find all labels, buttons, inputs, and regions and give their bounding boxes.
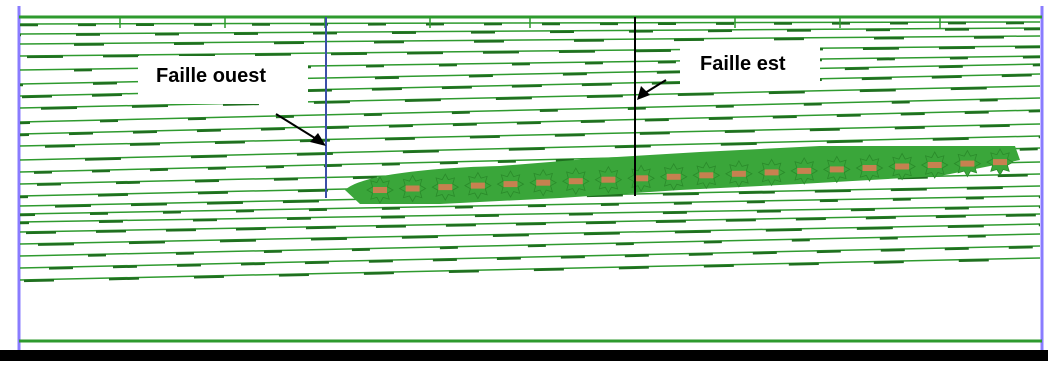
reservoir-cell-core bbox=[829, 166, 844, 173]
west-fault-label: Faille ouest bbox=[138, 56, 308, 104]
reservoir-cell-core bbox=[927, 162, 942, 168]
horizon-line bbox=[19, 257, 1041, 281]
reservoir-cell-core bbox=[470, 182, 485, 189]
west-fault-label-text: Faille ouest bbox=[156, 65, 267, 87]
reservoir-cell-core bbox=[666, 173, 681, 180]
horizon-line-dash bbox=[19, 27, 1041, 37]
reservoir-cell-core bbox=[536, 179, 551, 186]
reservoir-cell-core bbox=[764, 169, 779, 176]
arrow-west-fault bbox=[275, 113, 326, 146]
reservoir-cell-core bbox=[797, 167, 812, 174]
horizon-line-dash bbox=[19, 135, 1041, 163]
reservoir-body bbox=[345, 146, 1020, 204]
reservoir-cell-core bbox=[405, 185, 420, 192]
horizon-line-dash bbox=[19, 233, 1041, 259]
east-fault-label-text: Faille est bbox=[700, 53, 786, 75]
horizon-line bbox=[19, 123, 1041, 147]
horizon-line-dash bbox=[19, 45, 1041, 59]
east-fault-label: Faille est bbox=[680, 44, 820, 90]
horizon-line-dash bbox=[19, 35, 1041, 47]
reservoir-cell-core bbox=[568, 178, 583, 185]
horizon-line-dash bbox=[19, 109, 1041, 137]
reservoir-cell-core bbox=[373, 187, 387, 193]
reservoir-cell-core bbox=[895, 163, 910, 170]
arrow-east-fault bbox=[637, 79, 667, 100]
horizon-line-dash bbox=[19, 97, 1041, 125]
horizon-line-dash bbox=[19, 205, 1041, 225]
frame-bottom-bar bbox=[0, 350, 1048, 361]
reservoir-cell-core bbox=[960, 160, 975, 167]
reservoir-cell-core bbox=[699, 172, 714, 179]
horizon-line-dash bbox=[19, 195, 1041, 217]
horizon-line-dash bbox=[19, 223, 1041, 247]
horizon-line-dash bbox=[19, 245, 1041, 271]
reservoir-cell-core bbox=[993, 159, 1007, 166]
horizon-line-dash bbox=[19, 85, 1041, 111]
reservoir-cell-core bbox=[503, 181, 518, 188]
reservoir-cell-core bbox=[731, 170, 746, 177]
horizon-line-dash bbox=[19, 213, 1041, 235]
reservoir-cell-core bbox=[862, 165, 877, 171]
reservoir-cell-core bbox=[438, 184, 453, 191]
reservoir-cell-core bbox=[601, 176, 616, 183]
reservoir-cell-core bbox=[634, 175, 649, 182]
